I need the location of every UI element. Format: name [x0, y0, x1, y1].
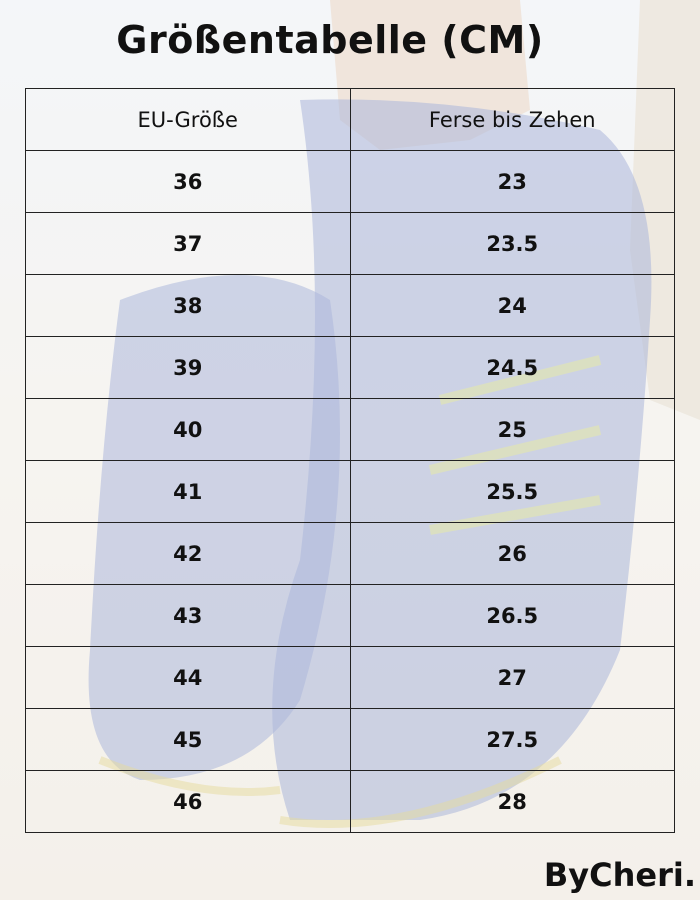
table-row: 36 23	[25, 150, 675, 213]
table-row: 44 27	[25, 646, 675, 709]
table-row: 46 28	[25, 770, 675, 833]
table-cell: 36	[25, 150, 351, 213]
table-cell: 46	[25, 770, 351, 833]
table-cell: 43	[25, 584, 351, 647]
size-table: EU-Größe Ferse bis Zehen 36 23 37 23.5 38 24 39 2…	[25, 88, 675, 833]
table-cell: 24	[349, 274, 675, 337]
table-cell: 26.5	[349, 584, 675, 647]
table-cell: 37	[25, 212, 351, 275]
table-cell: 27.5	[349, 708, 675, 771]
table-row: 39 24.5	[25, 336, 675, 399]
table-cell: 40	[25, 398, 351, 461]
table-cell: 25	[349, 398, 675, 461]
table-cell: 23	[349, 150, 675, 213]
table-row: 38 24	[25, 274, 675, 337]
table-row: 42 26	[25, 522, 675, 585]
header-cell: Ferse bis Zehen	[349, 88, 675, 151]
table-row: 45 27.5	[25, 708, 675, 771]
header-cell: EU-Größe	[25, 88, 351, 151]
header-row: EU-Größe Ferse bis Zehen	[25, 88, 675, 151]
table-cell: 28	[349, 770, 675, 833]
table-cell: 41	[25, 460, 351, 523]
table-cell: 38	[25, 274, 351, 337]
table-row: 37 23.5	[25, 212, 675, 275]
table-row: 41 25.5	[25, 460, 675, 523]
table-cell: 39	[25, 336, 351, 399]
brand: ByCheri.	[543, 856, 696, 894]
table-cell: 25.5	[349, 460, 675, 523]
table-cell: 45	[25, 708, 351, 771]
table-cell: 44	[25, 646, 351, 709]
table-cell: 26	[349, 522, 675, 585]
table-cell: 24.5	[349, 336, 675, 399]
title: Größentabelle (CM)	[116, 18, 544, 62]
table-row: 43 26.5	[25, 584, 675, 647]
table-cell: 42	[25, 522, 351, 585]
table-cell: 27	[349, 646, 675, 709]
table-cell: 23.5	[349, 212, 675, 275]
table-row: 40 25	[25, 398, 675, 461]
